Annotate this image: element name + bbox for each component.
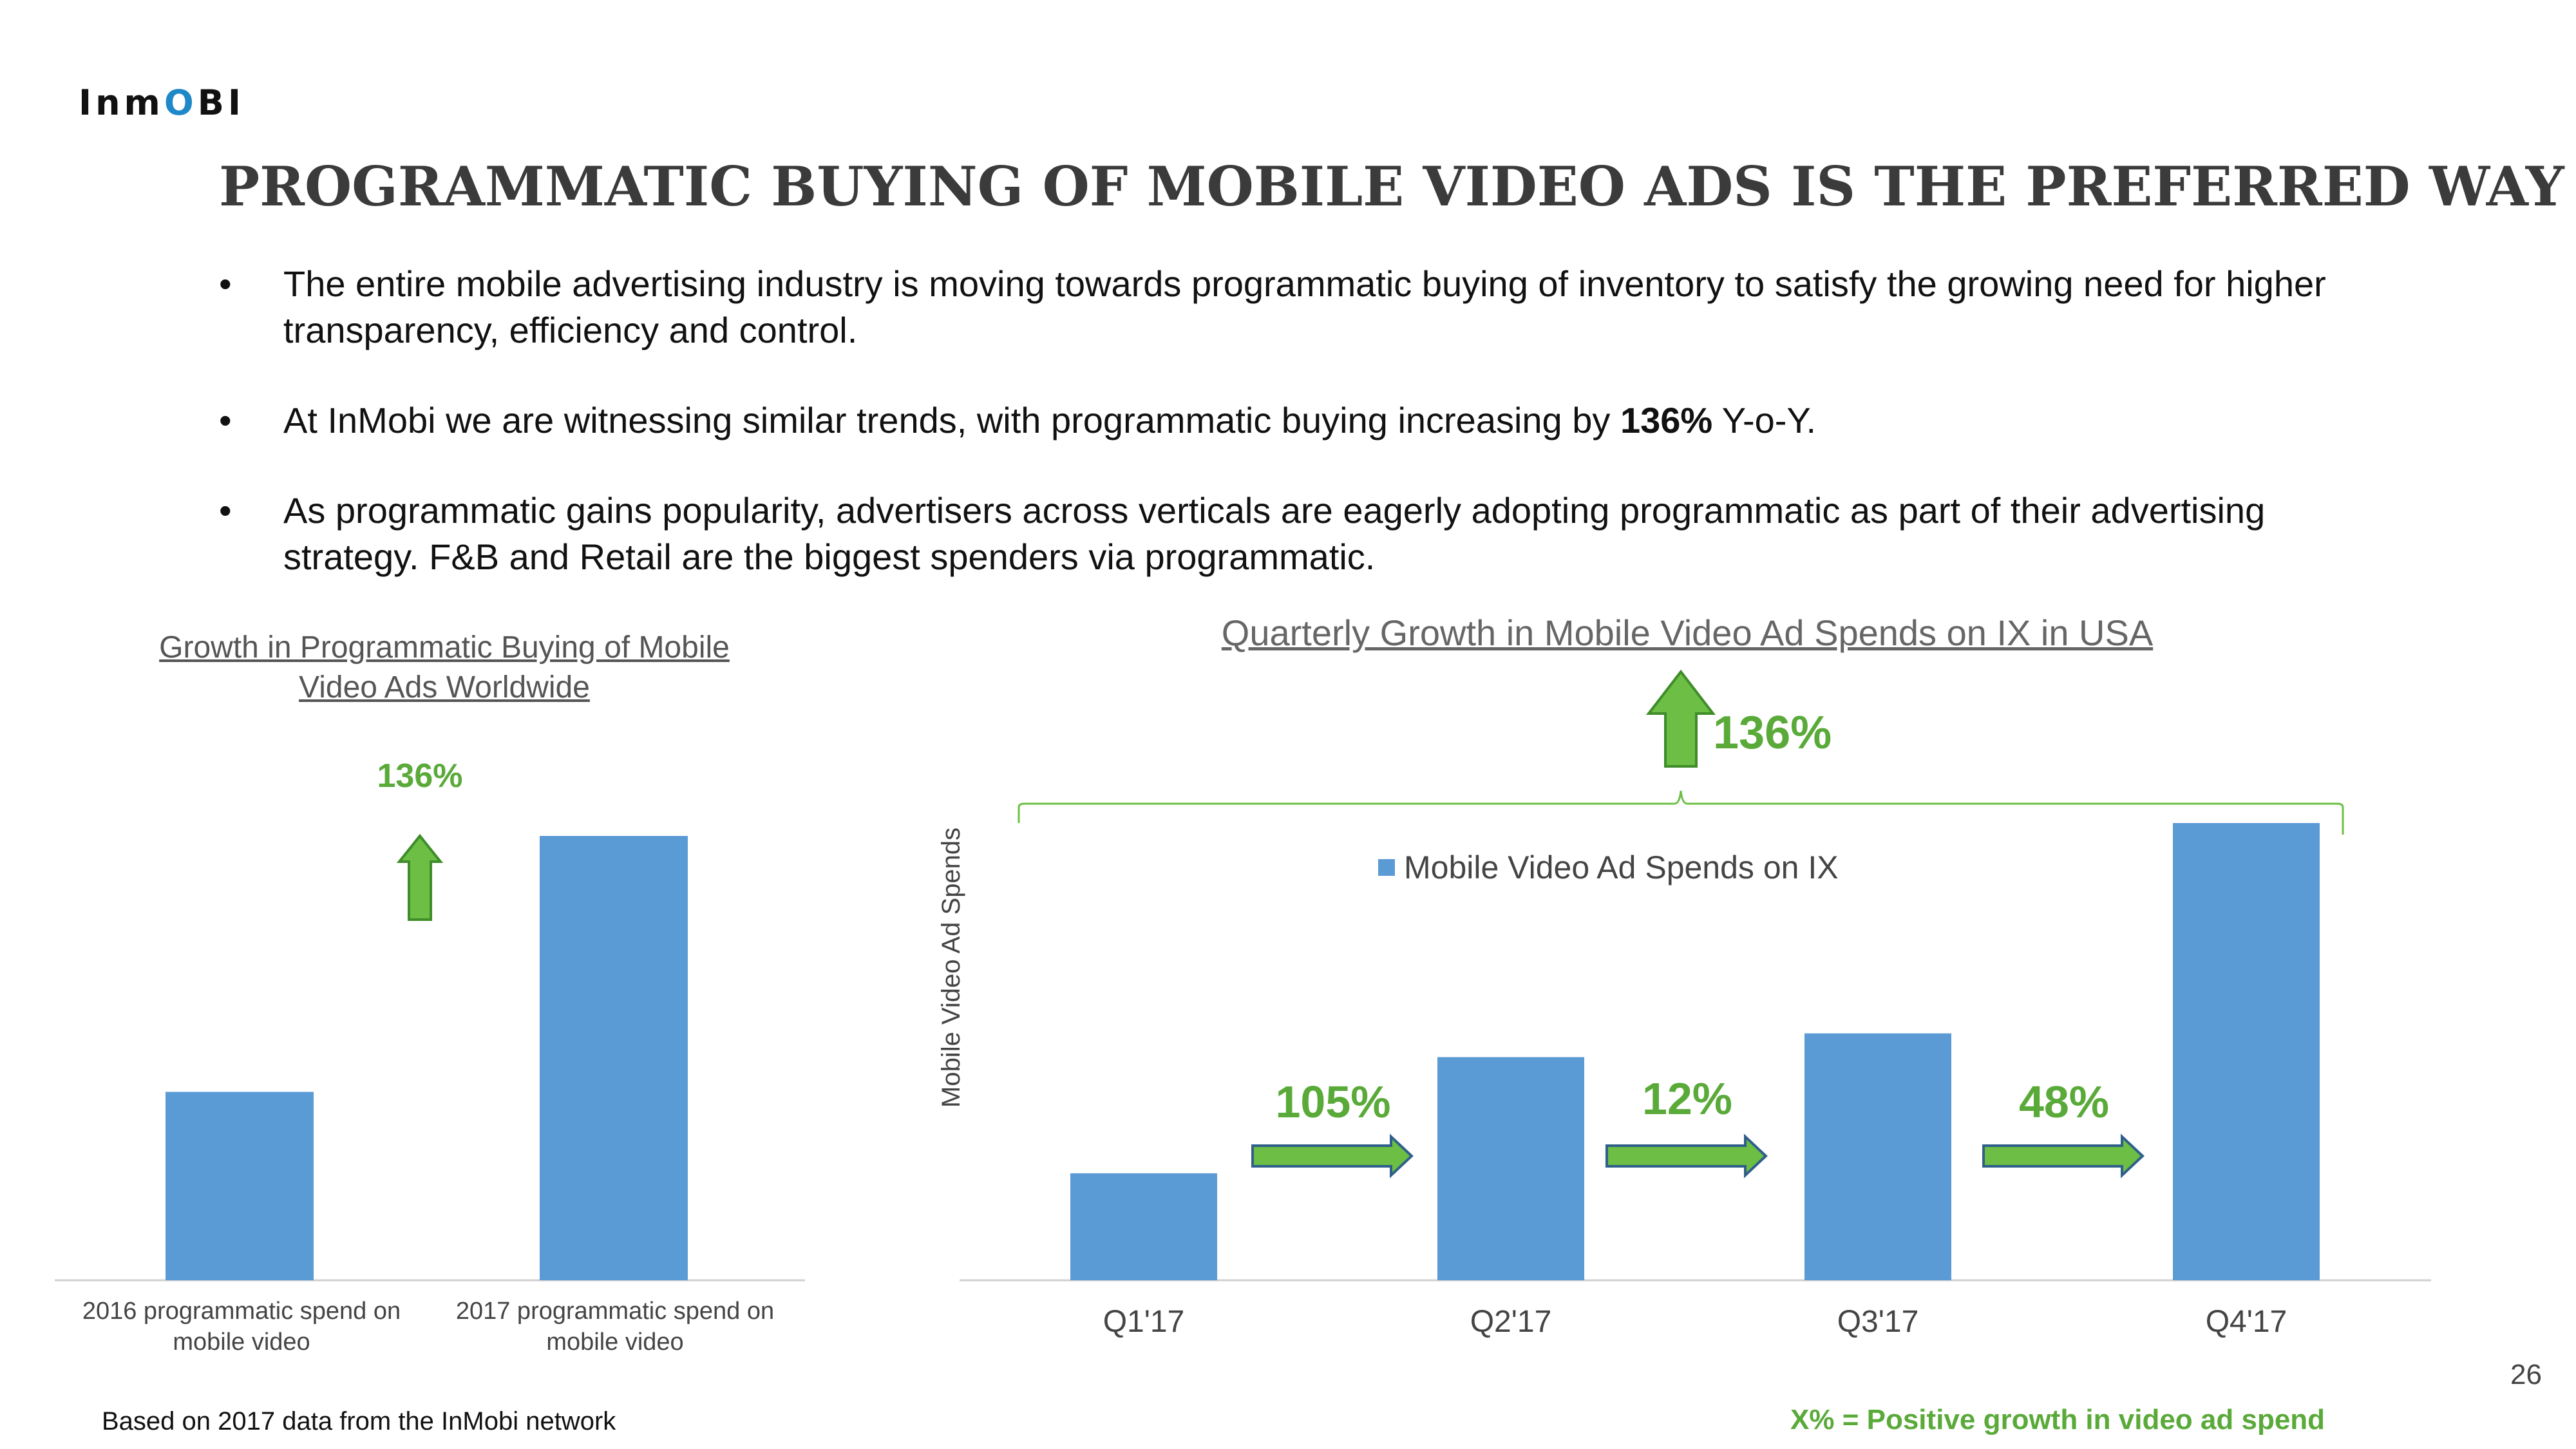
right-bar-q2 [1437,1057,1584,1280]
x-tick-q2: Q2'17 [1470,1305,1552,1339]
left-bar-2016 [166,1092,314,1280]
right-bar-q4 [2173,823,2320,1280]
legend-label: Mobile Video Ad Spends on IX [1404,849,1839,886]
right-bar-q1 [1070,1173,1217,1280]
bullet-list: The entire mobile advertising industry i… [213,261,2389,624]
bullet-2-before: At InMobi we are witnessing similar tren… [283,400,1620,440]
y-axis-label: Mobile Video Ad Spends [937,827,965,1108]
overall-up-arrow-icon [1645,669,1716,768]
right-bar-q3 [1804,1033,1951,1280]
slide-title: PROGRAMMATIC BUYING OF MOBILE VIDEO ADS … [219,155,2564,218]
logo-text-part1: Inm [79,82,164,123]
right-arrow-icon-1 [1251,1133,1414,1179]
growth-legend-note: X% = Positive growth in video ad spend [1790,1404,2325,1435]
bullet-2-bold: 136% [1620,400,1713,440]
left-bar-2017 [540,836,688,1280]
bullet-3-text: As programmatic gains popularity, advert… [283,490,2266,577]
growth-label-q3-q4: 48% [2019,1077,2109,1127]
left-chart-title: Growth in Programmatic Buying of Mobile … [159,630,730,705]
growth-label-q2-q3: 12% [1642,1074,1732,1124]
bullet-2-after: Y-o-Y. [1712,400,1817,440]
right-chart-title: Quarterly Growth in Mobile Video Ad Spen… [1221,612,2154,653]
footnote: Based on 2017 data from the InMobi netwo… [102,1407,616,1435]
right-arrow-icon-2 [1605,1133,1768,1179]
legend-swatch [1378,859,1395,876]
bullet-2: At InMobi we are witnessing similar tren… [213,397,2389,444]
left-growth-label: 136% [377,757,463,795]
range-bracket [1018,790,2344,835]
inmobi-logo: InmOBI [79,82,245,123]
x-tick-q1: Q1'17 [1103,1305,1185,1339]
left-x-label-2017: 2017 programmatic spend on mobile video [455,1298,775,1356]
left-up-arrow-icon [396,833,444,921]
left-x-label-2016: 2016 programmatic spend on mobile video [82,1298,401,1356]
right-arrow-icon-3 [1982,1133,2145,1179]
logo-text-part3: BI [197,82,245,123]
x-tick-q3: Q3'17 [1837,1305,1919,1339]
logo-text-part2: O [164,82,198,123]
bullet-1-text: The entire mobile advertising industry i… [283,263,2326,350]
bullet-3: As programmatic gains popularity, advert… [213,488,2389,580]
overall-growth-label: 136% [1713,707,1832,759]
legend: Mobile Video Ad Spends on IX [1378,849,1839,886]
growth-label-q1-q2: 105% [1275,1077,1390,1127]
x-tick-q4: Q4'17 [2206,1305,2287,1339]
bullet-1: The entire mobile advertising industry i… [213,261,2389,354]
page-number: 26 [2510,1359,2542,1390]
